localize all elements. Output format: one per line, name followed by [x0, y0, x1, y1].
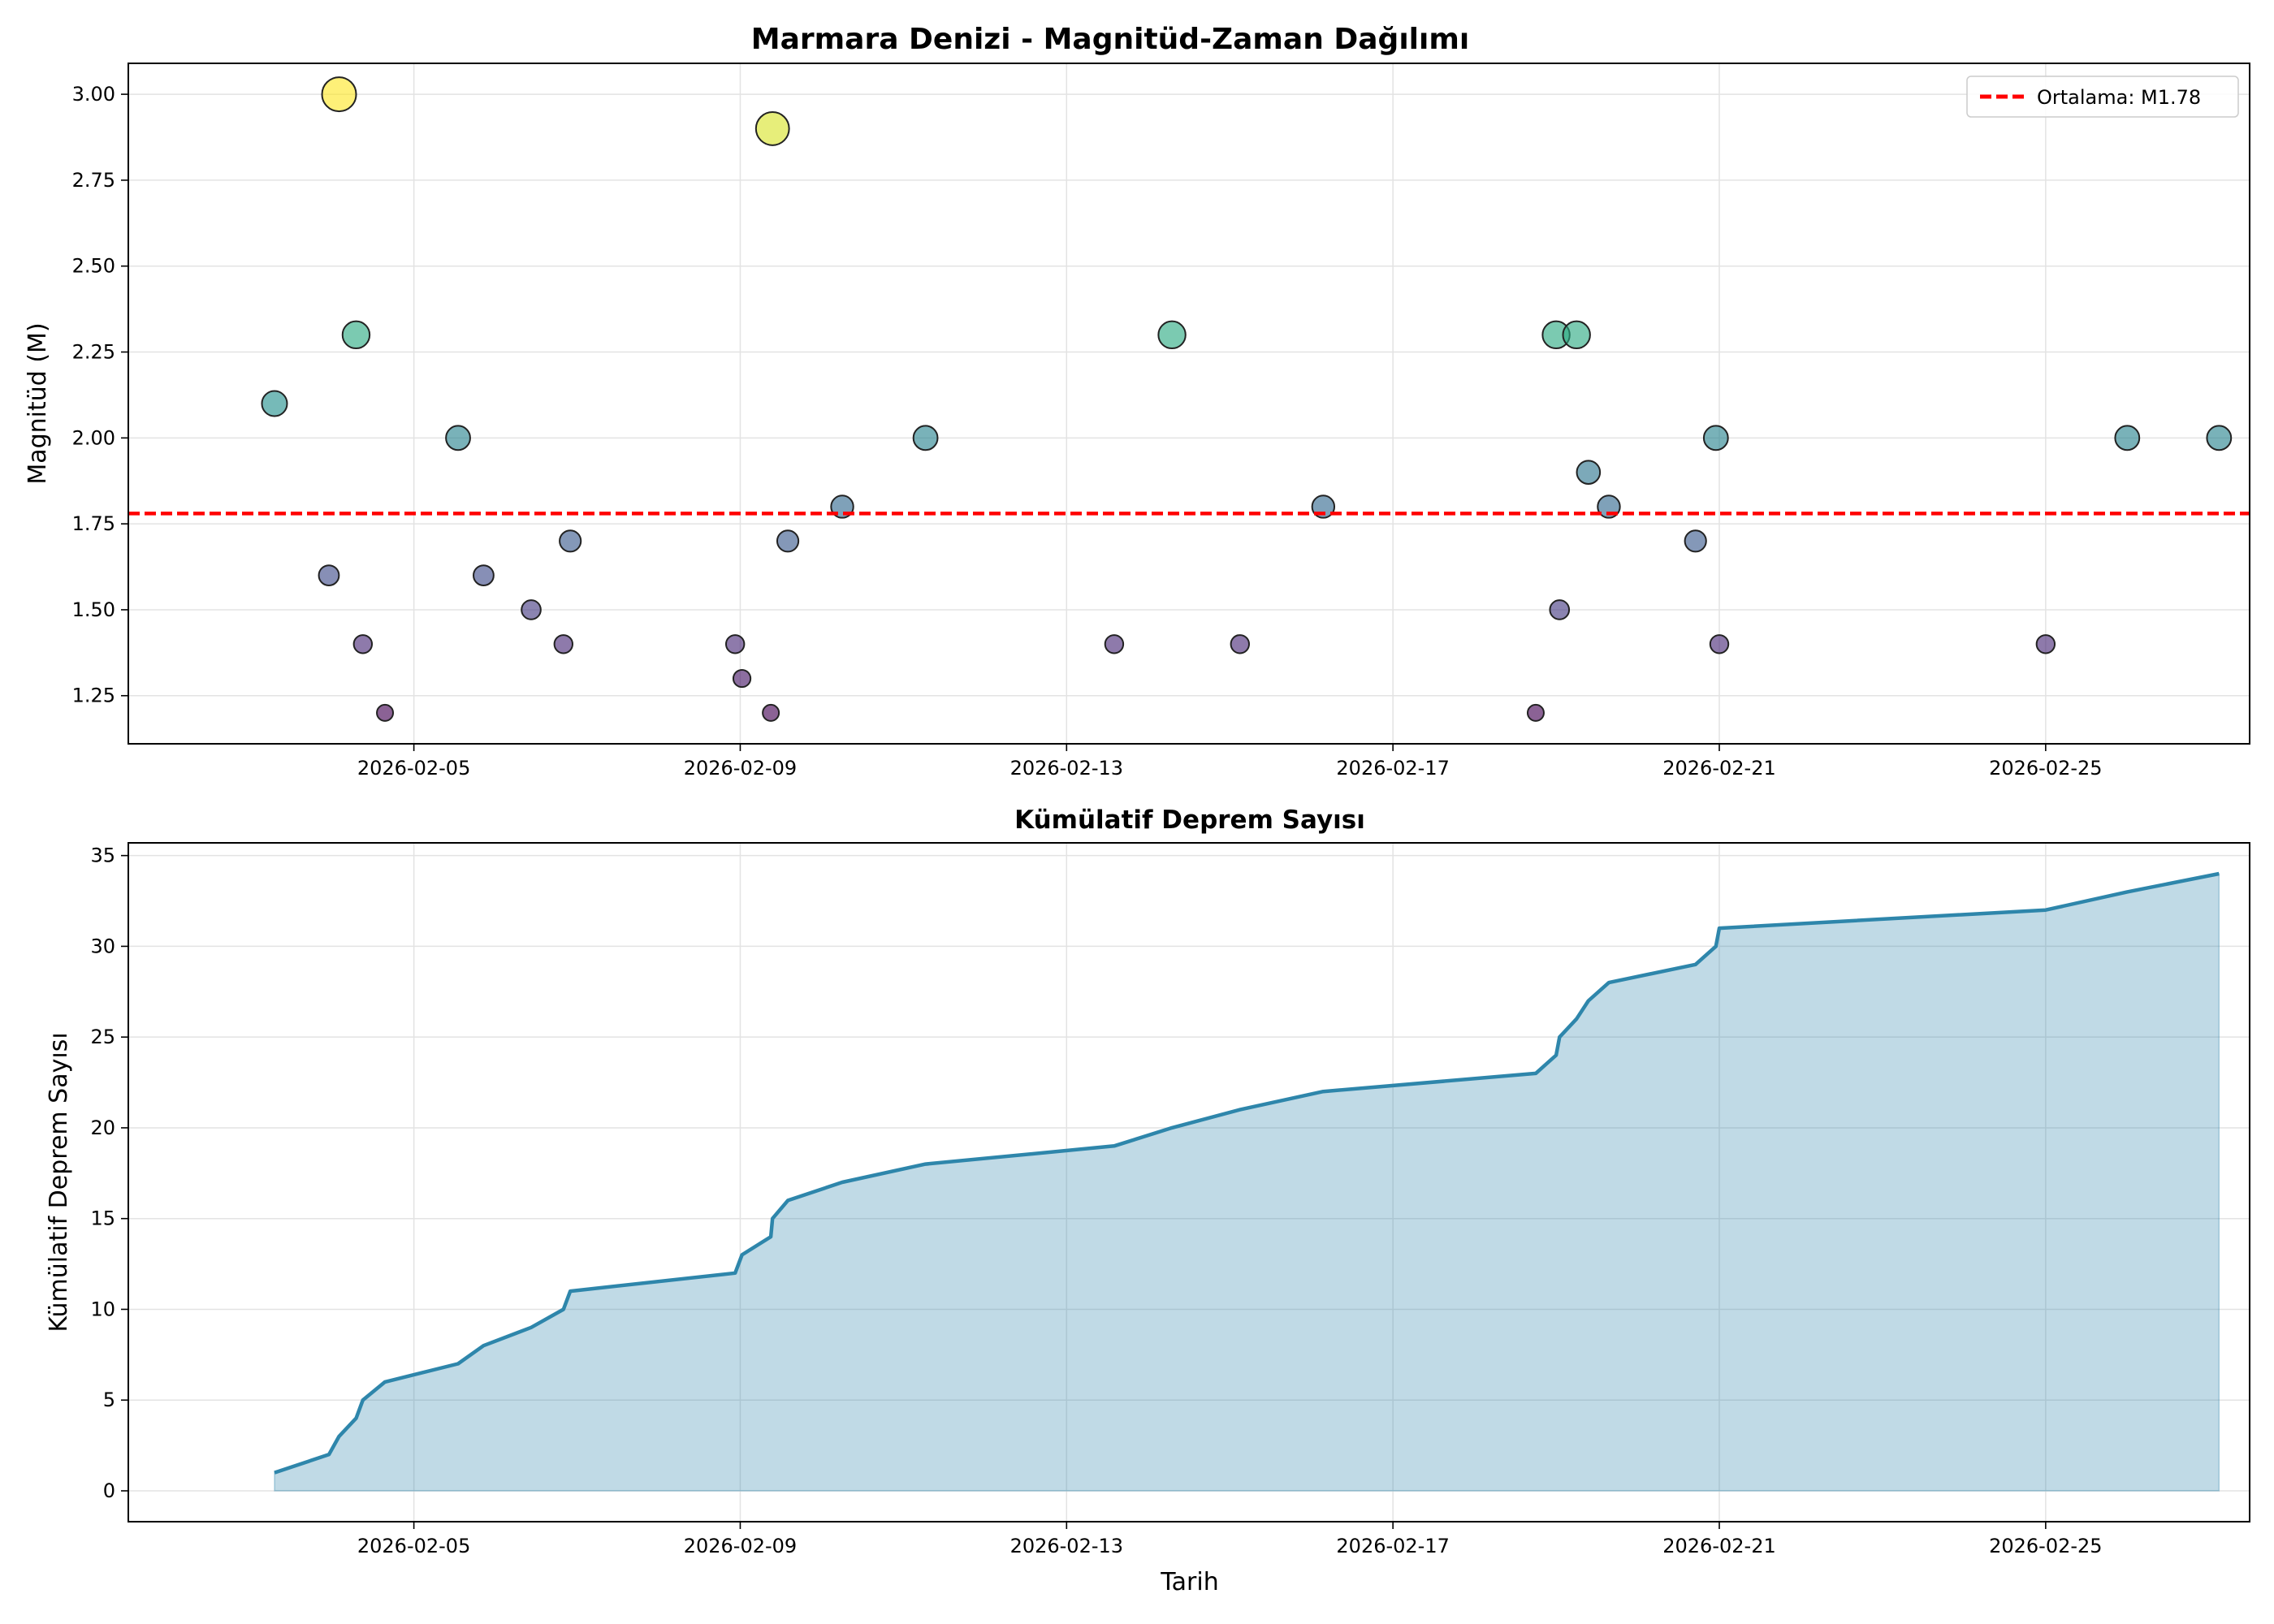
cumulative-x-tick-label: 2026-02-05	[357, 1535, 470, 1557]
cumulative-y-tick-label: 15	[90, 1207, 115, 1230]
magnitude-y-tick-label: 2.00	[72, 426, 115, 449]
magnitude-point	[341, 320, 371, 350]
magnitude-y-tick-label: 3.00	[72, 83, 115, 106]
magnitude-point	[724, 634, 746, 654]
magnitude-x-tick-label: 2026-02-21	[1662, 757, 1775, 780]
magnitude-chart-title: Marmara Denizi - Magnitüd-Zaman Dağılımı	[751, 23, 1469, 56]
magnitude-point	[732, 668, 752, 689]
magnitude-point	[321, 76, 357, 113]
magnitude-point	[754, 111, 790, 146]
magnitude-point	[1702, 425, 1729, 451]
magnitude-y-tick-label: 1.50	[72, 598, 115, 621]
cumulative-y-tick-label: 30	[90, 935, 115, 957]
magnitude-axes-frame	[128, 63, 2250, 745]
cumulative-x-tick-label: 2026-02-09	[684, 1535, 797, 1557]
magnitude-point	[1709, 634, 1730, 654]
magnitude-point	[445, 425, 471, 451]
magnitude-point	[318, 564, 340, 587]
magnitude-point	[912, 425, 939, 451]
legend-box	[1966, 76, 2239, 118]
magnitude-x-tick-label: 2026-02-25	[1989, 757, 2102, 780]
legend-mean-label: Ortalama: M1.78	[2037, 86, 2201, 109]
magnitude-point	[559, 529, 582, 553]
magnitude-y-tick-label: 2.25	[72, 341, 115, 364]
cumulative-axes-frame	[128, 842, 2250, 1522]
cumulative-x-tick-label: 2026-02-13	[1010, 1535, 1123, 1557]
magnitude-point	[1526, 703, 1545, 722]
magnitude-point	[2035, 634, 2056, 654]
cumulative-grid	[128, 843, 2250, 1522]
cumulative-y-tick-label: 10	[90, 1298, 115, 1320]
cumulative-plot-area	[274, 871, 2220, 1492]
cumulative-y-tick-label: 20	[90, 1116, 115, 1139]
magnitude-point	[553, 634, 573, 654]
magnitude-plot-area	[128, 76, 2250, 722]
cumulative-count-line	[274, 871, 2220, 1475]
cumulative-x-tick-label: 2026-02-25	[1989, 1535, 2102, 1557]
magnitude-legend: Ortalama: M1.78	[1966, 76, 2239, 118]
magnitude-time-panel: Marmara Denizi - Magnitüd-Zaman Dağılımı…	[24, 23, 2250, 780]
magnitude-grid	[128, 63, 2250, 744]
magnitude-point	[1549, 599, 1571, 620]
cumulative-x-ticks: 2026-02-05 2026-02-09 2026-02-13 2026-02-17…	[357, 1522, 2103, 1557]
magnitude-point	[1104, 634, 1125, 654]
magnitude-x-tick-label: 2026-02-13	[1010, 757, 1123, 780]
magnitude-y-tick-label: 2.75	[72, 169, 115, 192]
cumulative-y-tick-label: 25	[90, 1026, 115, 1048]
magnitude-point	[473, 564, 495, 587]
magnitude-point	[352, 634, 374, 654]
magnitude-point	[1157, 320, 1187, 350]
magnitude-point	[1562, 320, 1591, 350]
magnitude-point	[762, 703, 780, 722]
magnitude-point	[521, 599, 542, 620]
magnitude-y-ticks: 1.25 1.50 1.75 2.00 2.25 2.50 2.75 3.00	[72, 83, 128, 707]
magnitude-point	[1576, 460, 1602, 485]
magnitude-point	[376, 703, 395, 722]
magnitude-x-tick-label: 2026-02-05	[357, 757, 470, 780]
cumulative-y-tick-label: 5	[103, 1389, 115, 1411]
magnitude-point	[2206, 425, 2233, 451]
magnitude-y-tick-label: 2.50	[72, 255, 115, 278]
cumulative-chart-title: Kümülatif Deprem Sayısı	[1014, 806, 1365, 835]
magnitude-y-tick-label: 1.75	[72, 512, 115, 535]
cumulative-x-axis-label: Tarih	[1160, 1568, 1218, 1596]
magnitude-x-ticks: 2026-02-05 2026-02-09 2026-02-13 2026-02-17…	[357, 744, 2103, 780]
cumulative-y-tick-label: 0	[103, 1479, 115, 1502]
magnitude-x-tick-label: 2026-02-09	[684, 757, 797, 780]
magnitude-point	[261, 390, 288, 417]
magnitude-x-tick-label: 2026-02-17	[1336, 757, 1449, 780]
magnitude-point	[776, 529, 800, 553]
magnitude-point	[1684, 529, 1707, 553]
cumulative-y-axis-label: Kümülatif Deprem Sayısı	[45, 1032, 73, 1332]
cumulative-y-ticks: 0 5 10 15 20 25 30 35	[90, 844, 128, 1502]
magnitude-point	[2114, 425, 2141, 451]
magnitude-point	[1230, 634, 1250, 654]
magnitude-y-axis-label: Magnitüd (M)	[24, 322, 52, 484]
cumulative-x-tick-label: 2026-02-17	[1336, 1535, 1449, 1557]
cumulative-x-tick-label: 2026-02-21	[1662, 1535, 1775, 1557]
cumulative-y-tick-label: 35	[90, 844, 115, 867]
magnitude-y-tick-label: 1.25	[72, 685, 115, 707]
cumulative-panel: Kümülatif Deprem Sayısı 2026-02-05 2026-0…	[45, 806, 2250, 1596]
